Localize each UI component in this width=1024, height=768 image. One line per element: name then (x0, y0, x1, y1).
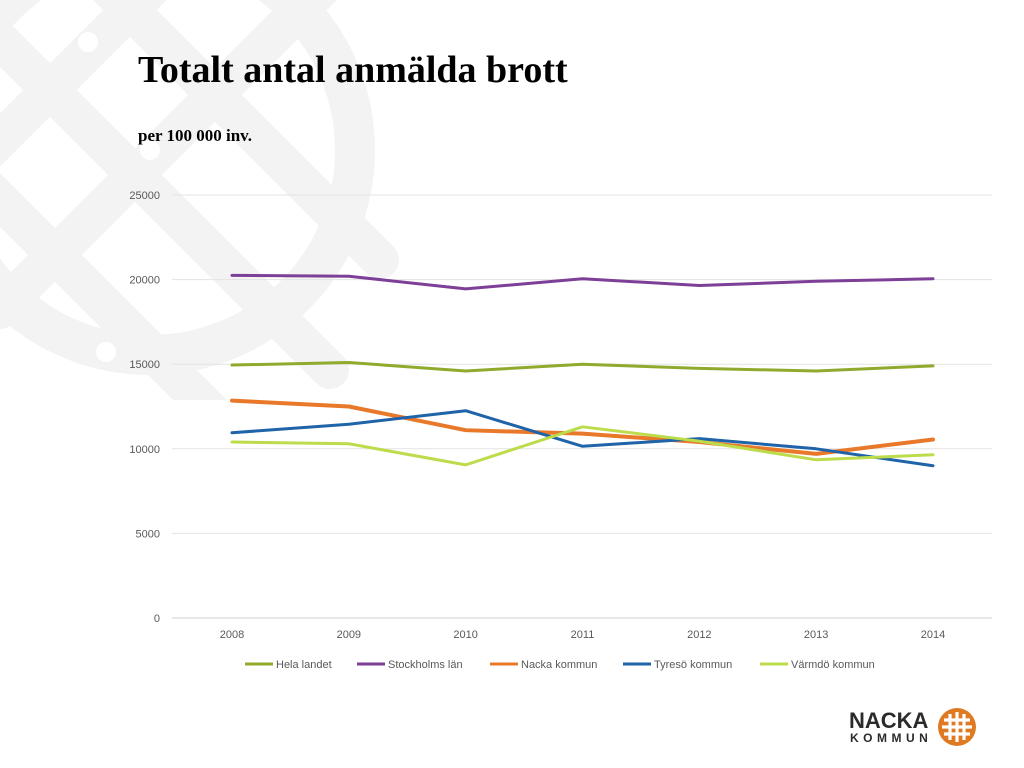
series-line-nacka-kommun (230, 398, 935, 456)
logo-name-text: NACKA (849, 708, 929, 733)
y-tick-label: 15000 (129, 359, 160, 371)
x-axis-ticks: 2008 2009 2010 2011 2012 2013 2014 (220, 629, 945, 641)
series-line-tyresö-kommun (230, 409, 935, 468)
legend-label: Hela landet (276, 659, 332, 671)
y-tick-label: 20000 (129, 275, 160, 287)
x-tick-label: 2012 (687, 629, 711, 641)
x-tick-label: 2008 (220, 629, 244, 641)
y-tick-label: 5000 (136, 528, 160, 540)
y-tick-label: 25000 (129, 190, 160, 202)
legend-label: Nacka kommun (521, 659, 597, 671)
y-axis-ticks: 0 5000 10000 15000 20000 25000 (129, 190, 160, 625)
chart-gridlines (172, 194, 992, 619)
series-line-stockholms-län (230, 273, 935, 291)
chart-series-lines (230, 273, 935, 468)
legend-label: Stockholms län (388, 659, 463, 671)
logo-sub-text: KOMMUN (850, 731, 933, 745)
x-tick-label: 2009 (337, 629, 361, 641)
series-line-hela-landet (230, 361, 935, 373)
slide-title: Totalt antal anmälda brott (138, 49, 568, 91)
series-line-värmdö-kommun (230, 425, 935, 467)
x-tick-label: 2014 (921, 629, 945, 641)
nacka-kommun-logo: NACKA KOMMUN (846, 704, 980, 752)
logo-emblem-icon (938, 708, 976, 746)
y-tick-label: 10000 (129, 444, 160, 456)
slide-subtitle: per 100 000 inv. (138, 126, 252, 145)
y-tick-label: 0 (154, 613, 160, 625)
x-tick-label: 2013 (804, 629, 828, 641)
x-tick-label: 2011 (571, 629, 595, 641)
legend-label: Värmdö kommun (791, 659, 875, 671)
legend-label: Tyresö kommun (654, 659, 732, 671)
x-tick-label: 2010 (453, 629, 477, 641)
background-emblem-watermark (0, 0, 399, 400)
chart-legend: Hela landet Stockholms län Nacka kommun Tyr… (245, 659, 875, 671)
